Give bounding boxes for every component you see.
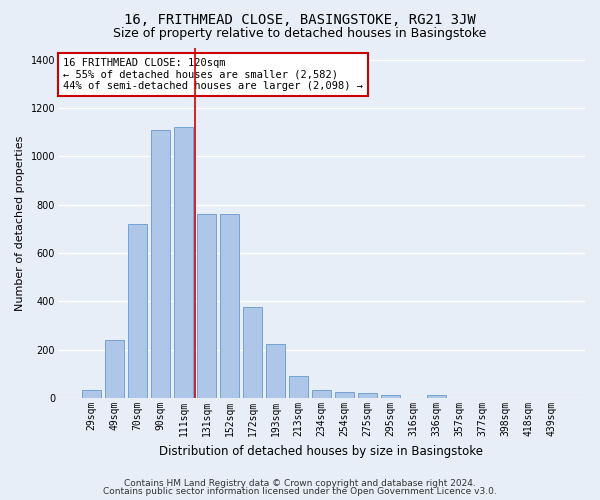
Text: 16 FRITHMEAD CLOSE: 120sqm
← 55% of detached houses are smaller (2,582)
44% of s: 16 FRITHMEAD CLOSE: 120sqm ← 55% of deta… [63, 58, 363, 91]
Bar [427, 394, 446, 398]
Text: Size of property relative to detached houses in Basingstoke: Size of property relative to detached ho… [113, 28, 487, 40]
Text: Contains public sector information licensed under the Open Government Licence v3: Contains public sector information licen… [103, 487, 497, 496]
Bar [266, 344, 285, 398]
Bar [82, 390, 101, 398]
Bar [335, 392, 354, 398]
Bar [243, 308, 262, 398]
Bar [312, 390, 331, 398]
Bar [380, 394, 400, 398]
Y-axis label: Number of detached properties: Number of detached properties [15, 135, 25, 310]
Bar [289, 376, 308, 398]
Text: 16, FRITHMEAD CLOSE, BASINGSTOKE, RG21 3JW: 16, FRITHMEAD CLOSE, BASINGSTOKE, RG21 3… [124, 12, 476, 26]
Bar [220, 214, 239, 398]
Bar [358, 394, 377, 398]
X-axis label: Distribution of detached houses by size in Basingstoke: Distribution of detached houses by size … [160, 444, 484, 458]
Bar [128, 224, 148, 398]
Bar [151, 130, 170, 398]
Bar [105, 340, 124, 398]
Text: Contains HM Land Registry data © Crown copyright and database right 2024.: Contains HM Land Registry data © Crown c… [124, 478, 476, 488]
Bar [197, 214, 217, 398]
Bar [174, 128, 193, 398]
